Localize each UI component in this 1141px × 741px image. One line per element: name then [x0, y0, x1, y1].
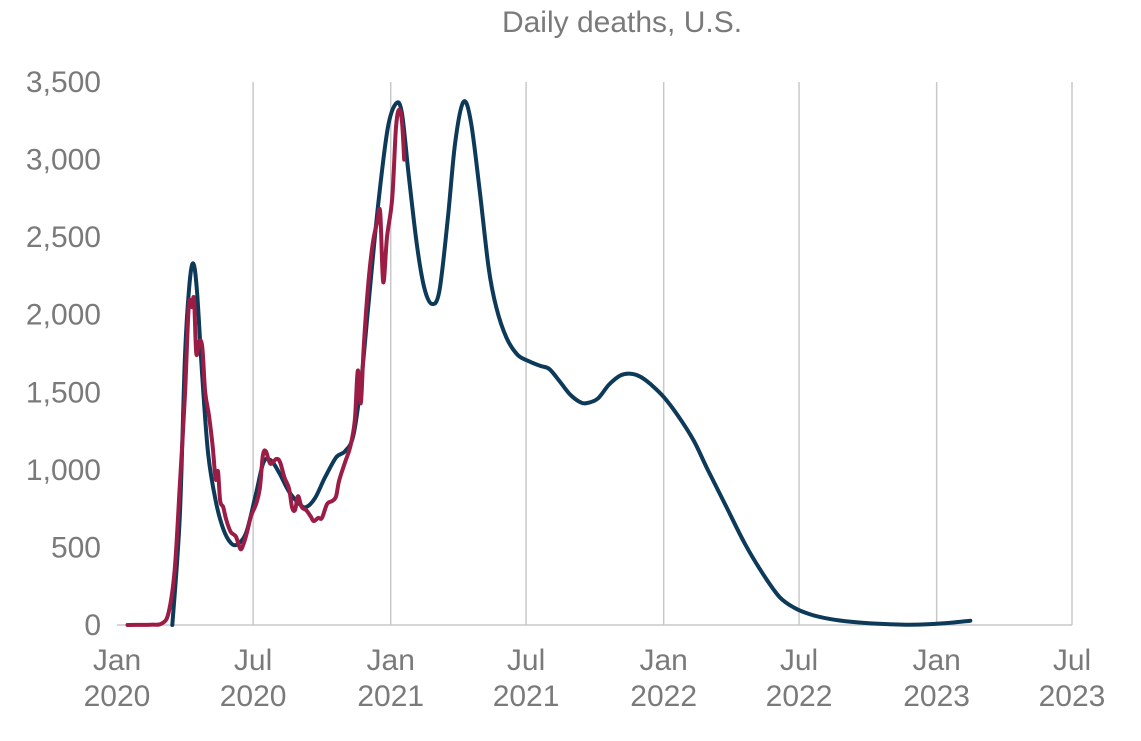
x-tick-label-line: 2022 [766, 680, 833, 713]
x-tick-label-line: 2023 [903, 680, 970, 713]
x-tick-label-line: 2023 [1039, 680, 1106, 713]
y-tick-label: 2,500 [26, 221, 101, 254]
x-tick-label-line: Jul [780, 644, 818, 677]
y-tick-label: 0 [84, 609, 101, 642]
x-tick-label: Jan 2023 [903, 644, 970, 713]
x-tick-label: Jan 2021 [357, 644, 424, 713]
vertical-gridlines [252, 82, 1073, 625]
x-tick-label-line: Jan [367, 644, 415, 677]
y-tick-label: 500 [51, 531, 101, 564]
y-tick-label: 3,500 [26, 66, 101, 99]
x-tick-label-line: Jan [912, 644, 960, 677]
y-axis-tick-labels: 0 500 1,000 1,500 2,000 2,500 3,000 3,500 [26, 66, 101, 642]
x-tick-label: Jul 2020 [220, 644, 287, 713]
x-tick-label-line: 2020 [84, 680, 151, 713]
series-lines [125, 99, 973, 627]
x-tick-label-line: Jul [1053, 644, 1091, 677]
x-tick-label-line: Jul [507, 644, 545, 677]
series-line-blue [170, 99, 973, 627]
y-tick-label: 1,000 [26, 454, 101, 487]
x-tick-label-line: 2021 [493, 680, 560, 713]
y-tick-label: 1,500 [26, 376, 101, 409]
x-tick-label-line: 2022 [630, 680, 697, 713]
x-tick-label: Jan 2022 [630, 644, 697, 713]
chart-title: Daily deaths, U.S. [502, 6, 742, 39]
x-tick-label-line: Jul [234, 644, 272, 677]
series-line-red [125, 107, 407, 627]
y-tick-label: 3,000 [26, 144, 101, 177]
x-tick-label: Jul 2021 [493, 644, 560, 713]
x-tick-label-line: 2021 [357, 680, 424, 713]
x-tick-label-line: Jan [93, 644, 141, 677]
x-tick-label: Jul 2023 [1039, 644, 1106, 713]
x-tick-label-line: Jan [639, 644, 687, 677]
x-tick-label: Jul 2022 [766, 644, 833, 713]
x-tick-label: Jan 2020 [84, 644, 151, 713]
x-tick-label-line: 2020 [220, 680, 287, 713]
y-tick-label: 2,000 [26, 299, 101, 332]
